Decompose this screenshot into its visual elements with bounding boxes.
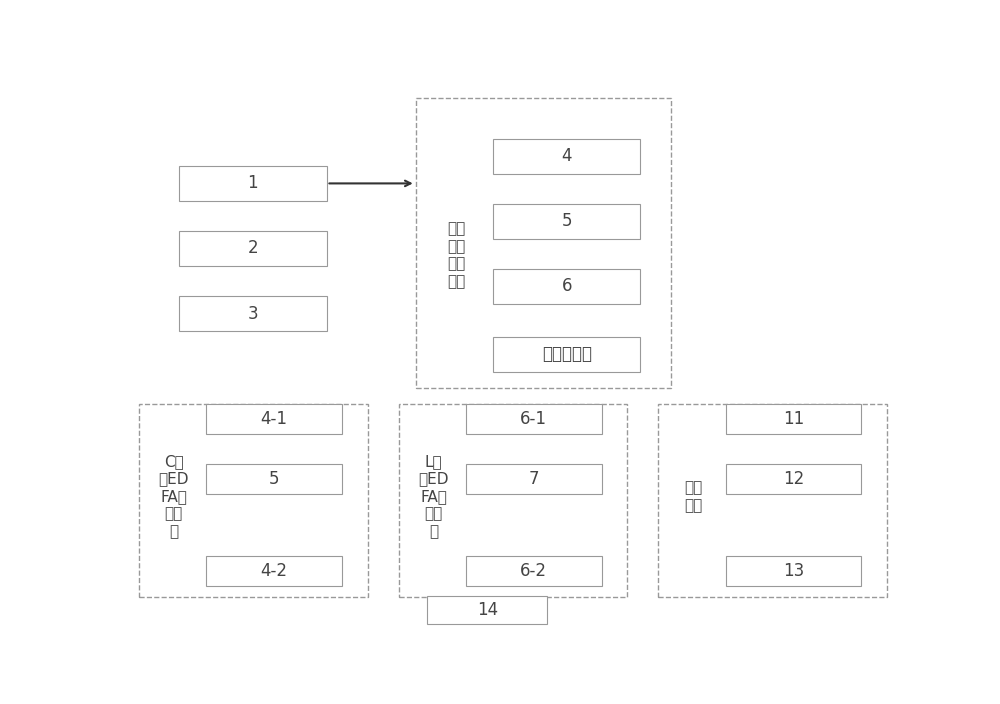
Bar bbox=[466, 464, 602, 494]
Text: C波
段ED
FA放
大模
块: C波 段ED FA放 大模 块 bbox=[159, 454, 189, 539]
Bar bbox=[427, 596, 547, 624]
Bar bbox=[658, 404, 887, 597]
Text: 液晶显示屏: 液晶显示屏 bbox=[542, 345, 592, 363]
Text: 1: 1 bbox=[248, 175, 258, 192]
Text: 2: 2 bbox=[248, 239, 258, 258]
Text: 14: 14 bbox=[477, 601, 498, 619]
Text: 4-2: 4-2 bbox=[261, 562, 288, 580]
Text: 7: 7 bbox=[529, 470, 539, 488]
Text: 3: 3 bbox=[248, 305, 258, 322]
Bar bbox=[493, 269, 640, 304]
Bar bbox=[179, 296, 326, 331]
Bar bbox=[416, 98, 671, 388]
Bar bbox=[493, 203, 640, 239]
Text: 5: 5 bbox=[269, 470, 279, 488]
Text: L波
段ED
FA放
大模
块: L波 段ED FA放 大模 块 bbox=[418, 454, 449, 539]
Text: 4-1: 4-1 bbox=[261, 410, 288, 428]
Bar bbox=[206, 556, 342, 586]
Bar bbox=[399, 404, 627, 597]
Bar bbox=[493, 337, 640, 372]
Bar bbox=[206, 404, 342, 434]
Text: 13: 13 bbox=[783, 562, 804, 580]
Text: 6-1: 6-1 bbox=[520, 410, 547, 428]
Text: 6-2: 6-2 bbox=[520, 562, 547, 580]
Bar bbox=[206, 464, 342, 494]
Bar bbox=[179, 231, 326, 266]
Text: 12: 12 bbox=[783, 470, 804, 488]
Text: 控制
模块: 控制 模块 bbox=[684, 480, 702, 513]
Text: 11: 11 bbox=[783, 410, 804, 428]
Bar bbox=[139, 404, 368, 597]
Text: 4: 4 bbox=[562, 147, 572, 165]
Bar bbox=[466, 404, 602, 434]
Bar bbox=[179, 166, 326, 201]
Bar bbox=[726, 556, 861, 586]
Bar bbox=[466, 556, 602, 586]
Text: 液晶
面板
显示
模块: 液晶 面板 显示 模块 bbox=[447, 222, 465, 289]
Text: 5: 5 bbox=[562, 213, 572, 230]
Bar bbox=[726, 464, 861, 494]
Text: 6: 6 bbox=[562, 277, 572, 296]
Bar bbox=[726, 404, 861, 434]
Bar bbox=[493, 139, 640, 174]
